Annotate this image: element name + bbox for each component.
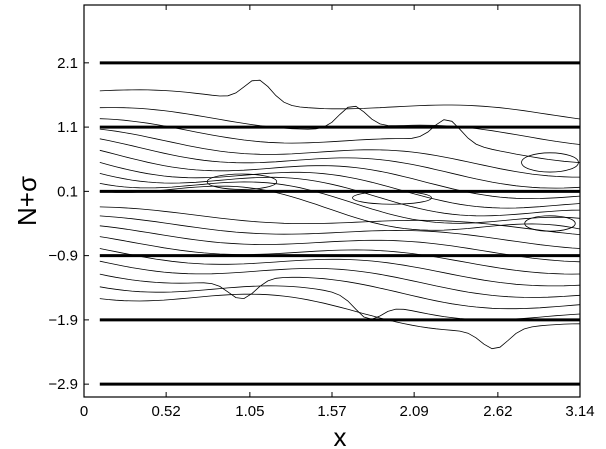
- x-tick-label: 2.09: [400, 403, 429, 420]
- y-tick-label: 1.1: [57, 119, 78, 136]
- x-tick-label: 2.62: [483, 403, 512, 420]
- y-tick-label: 0.1: [57, 183, 78, 200]
- contour-line: [99, 149, 580, 200]
- contour-line: [99, 206, 580, 235]
- x-tick-label: 3.14: [565, 403, 594, 420]
- y-tick-label: −2.9: [48, 376, 78, 393]
- contour-line: [99, 162, 580, 209]
- contour-line: [99, 173, 580, 217]
- contour-line: [99, 248, 580, 287]
- x-tick-label: 1.05: [235, 403, 264, 420]
- plot-area: [83, 4, 581, 398]
- contour-line: [99, 118, 580, 163]
- contour-line: [99, 128, 580, 178]
- y-axis-title: N+σ: [12, 176, 42, 226]
- x-axis-ticks: 0 0.52 1.05 1.57 2.09 2.62 3.14: [80, 5, 595, 420]
- x-tick-label: 0.52: [152, 403, 181, 420]
- contour-loop: [521, 152, 579, 173]
- contour-loop: [524, 215, 576, 232]
- contour-line: [99, 105, 580, 145]
- contour-line: [99, 79, 580, 120]
- contour-line: [99, 181, 580, 224]
- x-tick-label: 1.57: [317, 403, 346, 420]
- x-axis-title: x: [334, 422, 347, 449]
- contour-loop: [206, 173, 278, 190]
- y-tick-label: 2.1: [57, 55, 78, 72]
- contour-line: [99, 273, 580, 310]
- contour-line: [99, 236, 580, 275]
- contour-line: [99, 225, 580, 263]
- y-axis-ticks: 2.1 1.1 0.1 −0.9 −1.9 −2.9: [48, 55, 580, 393]
- contour-lines: [99, 79, 580, 350]
- y-tick-label: −0.9: [48, 248, 78, 265]
- contour-line: [99, 260, 580, 298]
- x-tick-label: 0: [80, 403, 88, 420]
- contour-line: [99, 293, 580, 350]
- contour-line: [99, 215, 580, 249]
- contour-line: [99, 138, 580, 189]
- y-tick-label: −1.9: [48, 312, 78, 329]
- level-lines: [99, 61, 580, 386]
